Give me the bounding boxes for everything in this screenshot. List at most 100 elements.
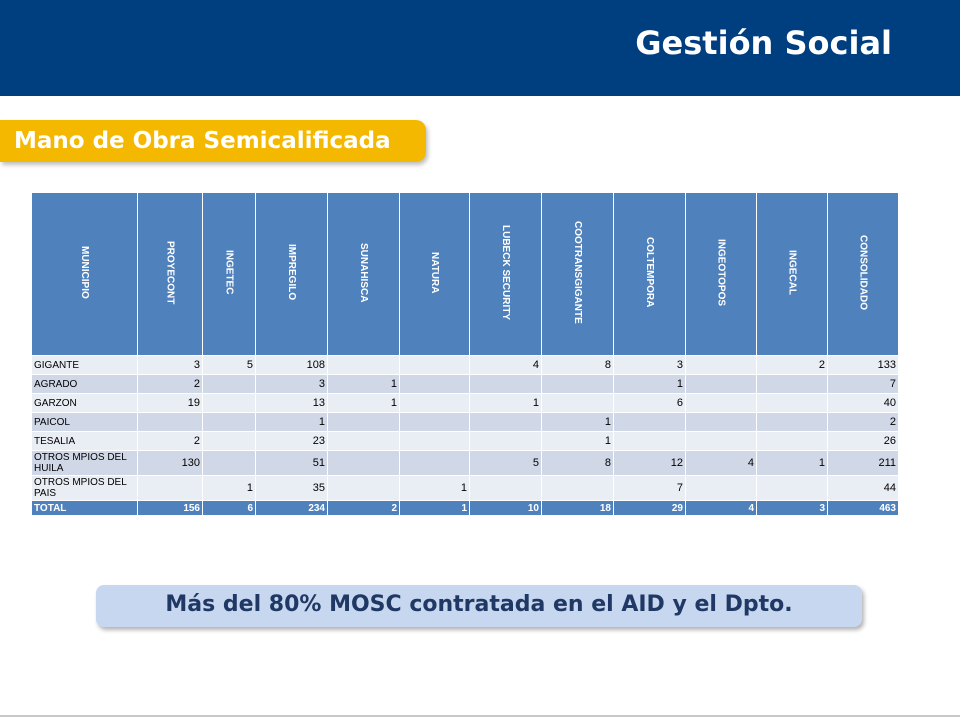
table-row: AGRADO 2 3 1 1 7 bbox=[31, 374, 899, 394]
summary-callout-text: Más del 80% MOSC contratada en el AID y … bbox=[165, 592, 793, 617]
value-cell bbox=[756, 412, 828, 432]
value-cell: 2 bbox=[137, 431, 203, 451]
column-header: CONSOLIDADO bbox=[827, 192, 899, 356]
value-cell bbox=[685, 393, 757, 413]
value-cell: 40 bbox=[827, 393, 899, 413]
value-cell: 6 bbox=[613, 393, 686, 413]
value-cell: 1 bbox=[255, 412, 328, 432]
column-header: COLTEMPORA bbox=[613, 192, 686, 356]
value-cell: 3 bbox=[137, 355, 203, 375]
total-value: 156 bbox=[137, 500, 203, 516]
value-cell: 51 bbox=[255, 450, 328, 476]
page-title: Gestión Social bbox=[635, 24, 892, 62]
value-cell: 8 bbox=[541, 450, 614, 476]
value-cell bbox=[685, 412, 757, 432]
value-cell: 1 bbox=[756, 450, 828, 476]
value-cell bbox=[327, 355, 400, 375]
total-value: 18 bbox=[541, 500, 614, 516]
value-cell: 44 bbox=[827, 475, 899, 501]
value-cell: 2 bbox=[827, 412, 899, 432]
total-value: 2 bbox=[327, 500, 400, 516]
value-cell bbox=[327, 431, 400, 451]
value-cell bbox=[202, 431, 256, 451]
value-cell: 1 bbox=[399, 475, 470, 501]
value-cell: 108 bbox=[255, 355, 328, 375]
value-cell: 13 bbox=[255, 393, 328, 413]
column-header: INGECAL bbox=[756, 192, 828, 356]
value-cell: 12 bbox=[613, 450, 686, 476]
value-cell bbox=[202, 393, 256, 413]
summary-callout: Más del 80% MOSC contratada en el AID y … bbox=[96, 585, 862, 627]
value-cell: 23 bbox=[255, 431, 328, 451]
table-row: PAICOL 1 1 2 bbox=[31, 412, 899, 432]
value-cell bbox=[202, 412, 256, 432]
municipio-cell: AGRADO bbox=[31, 374, 138, 394]
column-header: INGEOTOPOS bbox=[685, 192, 757, 356]
total-value: 10 bbox=[469, 500, 542, 516]
table-row: OTROS MPIOS DEL HUILA 130 51 5 8 12 4 1 211 bbox=[31, 450, 899, 476]
column-header: SUNAHISCA bbox=[327, 192, 400, 356]
value-cell: 35 bbox=[255, 475, 328, 501]
value-cell: 133 bbox=[827, 355, 899, 375]
value-cell bbox=[541, 393, 614, 413]
value-cell bbox=[685, 374, 757, 394]
total-row: TOTAL 156 6 234 2 1 10 18 29 4 3 463 bbox=[31, 500, 899, 516]
value-cell bbox=[137, 412, 203, 432]
value-cell bbox=[469, 412, 542, 432]
table-row: TESALIA 2 23 1 26 bbox=[31, 431, 899, 451]
value-cell bbox=[469, 374, 542, 394]
total-value: 4 bbox=[685, 500, 757, 516]
value-cell: 1 bbox=[327, 393, 400, 413]
value-cell: 8 bbox=[541, 355, 614, 375]
value-cell bbox=[685, 355, 757, 375]
value-cell bbox=[399, 431, 470, 451]
value-cell bbox=[541, 475, 614, 501]
value-cell bbox=[756, 431, 828, 451]
value-cell: 1 bbox=[327, 374, 400, 394]
value-cell bbox=[399, 412, 470, 432]
municipio-cell: OTROS MPIOS DEL HUILA bbox=[31, 450, 138, 476]
total-value: 29 bbox=[613, 500, 686, 516]
municipio-cell: GARZON bbox=[31, 393, 138, 413]
column-header: LUBECK SECURITY bbox=[469, 192, 542, 356]
total-value: 1 bbox=[399, 500, 470, 516]
value-cell bbox=[399, 450, 470, 476]
value-cell bbox=[613, 431, 686, 451]
value-cell: 3 bbox=[255, 374, 328, 394]
municipio-cell: GIGANTE bbox=[31, 355, 138, 375]
value-cell bbox=[469, 431, 542, 451]
value-cell: 2 bbox=[756, 355, 828, 375]
value-cell: 1 bbox=[613, 374, 686, 394]
section-heading: Mano de Obra Semicalificada bbox=[0, 120, 426, 162]
value-cell: 4 bbox=[685, 450, 757, 476]
municipio-cell: OTROS MPIOS DEL PAIS bbox=[31, 475, 138, 501]
value-cell bbox=[756, 374, 828, 394]
header-bar: Gestión Social bbox=[0, 0, 960, 96]
value-cell: 19 bbox=[137, 393, 203, 413]
municipio-cell: PAICOL bbox=[31, 412, 138, 432]
value-cell: 130 bbox=[137, 450, 203, 476]
value-cell bbox=[613, 412, 686, 432]
value-cell: 1 bbox=[469, 393, 542, 413]
column-header: INGETEC bbox=[202, 192, 256, 356]
value-cell: 1 bbox=[541, 431, 614, 451]
value-cell bbox=[327, 412, 400, 432]
value-cell bbox=[137, 475, 203, 501]
total-value: 463 bbox=[827, 500, 899, 516]
value-cell: 1 bbox=[541, 412, 614, 432]
total-value: 234 bbox=[255, 500, 328, 516]
table-header-row: MUNICIPIO PROYECONT INGETEC IMPREGILO SU… bbox=[31, 192, 899, 356]
table-row: OTROS MPIOS DEL PAIS 1 35 1 7 44 bbox=[31, 475, 899, 501]
footer-divider bbox=[0, 715, 960, 717]
value-cell bbox=[327, 475, 400, 501]
column-header: NATURA bbox=[399, 192, 470, 356]
value-cell: 1 bbox=[202, 475, 256, 501]
total-value: 6 bbox=[202, 500, 256, 516]
municipio-cell: TESALIA bbox=[31, 431, 138, 451]
value-cell bbox=[685, 431, 757, 451]
value-cell bbox=[685, 475, 757, 501]
total-label: TOTAL bbox=[31, 500, 138, 516]
value-cell bbox=[756, 475, 828, 501]
value-cell bbox=[327, 450, 400, 476]
table-row: GARZON 19 13 1 1 6 40 bbox=[31, 393, 899, 413]
